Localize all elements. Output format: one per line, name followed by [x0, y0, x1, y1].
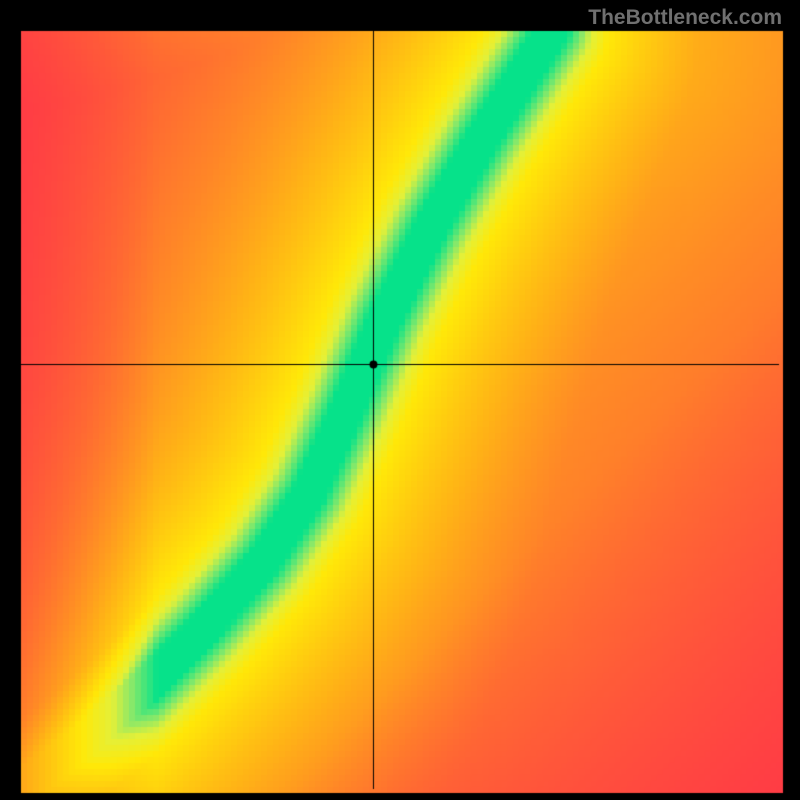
- bottleneck-heatmap: [0, 0, 800, 800]
- watermark-text: TheBottleneck.com: [588, 6, 782, 30]
